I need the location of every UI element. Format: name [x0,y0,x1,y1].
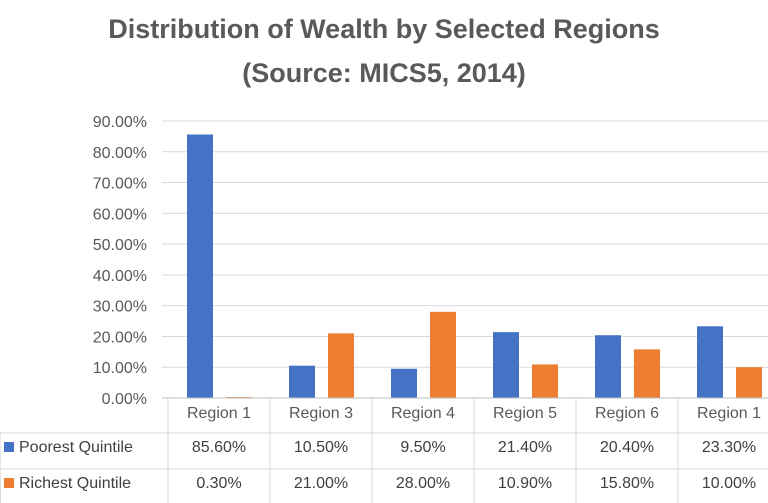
y-tick-label: 60.00% [93,206,147,223]
table-value-richest: 10.00% [702,475,756,492]
bar-poorest-quintile [595,335,621,398]
bar-poorest-quintile [493,332,519,398]
chart-subtitle: (Source: MICS5, 2014) [242,58,526,88]
y-tick-label: 0.00% [102,391,147,408]
bar-poorest-quintile [187,134,213,398]
y-tick-label: 70.00% [93,176,147,193]
legend-swatch-poorest [4,442,14,452]
x-category-label: Region 1 [697,405,761,422]
x-category-label: Region 3 [289,405,353,422]
legend-swatch-richest [4,478,14,488]
bar-richest-quintile [532,364,558,398]
table-value-poorest: 85.60% [192,439,246,456]
legend-label-richest: Richest Quintile [19,475,131,492]
table-value-richest: 15.80% [600,475,654,492]
bar-richest-quintile [430,311,456,398]
x-category-label: Region 5 [493,405,557,422]
table-value-richest: 0.30% [196,475,241,492]
y-tick-label: 80.00% [93,145,147,162]
bar-richest-quintile [328,333,354,398]
bar-richest-quintile [634,349,660,398]
x-category-label: Region 6 [595,405,659,422]
x-category-label: Region 1 [187,405,251,422]
y-tick-label: 40.00% [93,268,147,285]
table-value-poorest: 21.40% [498,439,552,456]
y-tick-label: 50.00% [93,237,147,254]
bar-poorest-quintile [391,368,417,398]
y-tick-label: 90.00% [93,114,147,131]
bar-poorest-quintile [289,365,315,398]
table-value-richest: 28.00% [396,475,450,492]
legend-label-poorest: Poorest Quintile [19,439,133,456]
y-tick-label: 20.00% [93,329,147,346]
table-value-poorest: 20.40% [600,439,654,456]
chart-title: Distribution of Wealth by Selected Regio… [108,14,660,44]
table-value-poorest: 9.50% [400,439,445,456]
table-divider [0,432,1,503]
y-tick-label: 30.00% [93,299,147,316]
y-tick-label: 10.00% [93,360,147,377]
table-value-poorest: 10.50% [294,439,348,456]
bar-richest-quintile [736,367,762,398]
x-category-label: Region 4 [391,405,455,422]
table-value-richest: 10.90% [498,475,552,492]
bar-poorest-quintile [697,326,723,398]
table-value-poorest: 23.30% [702,439,756,456]
table-value-richest: 21.00% [294,475,348,492]
